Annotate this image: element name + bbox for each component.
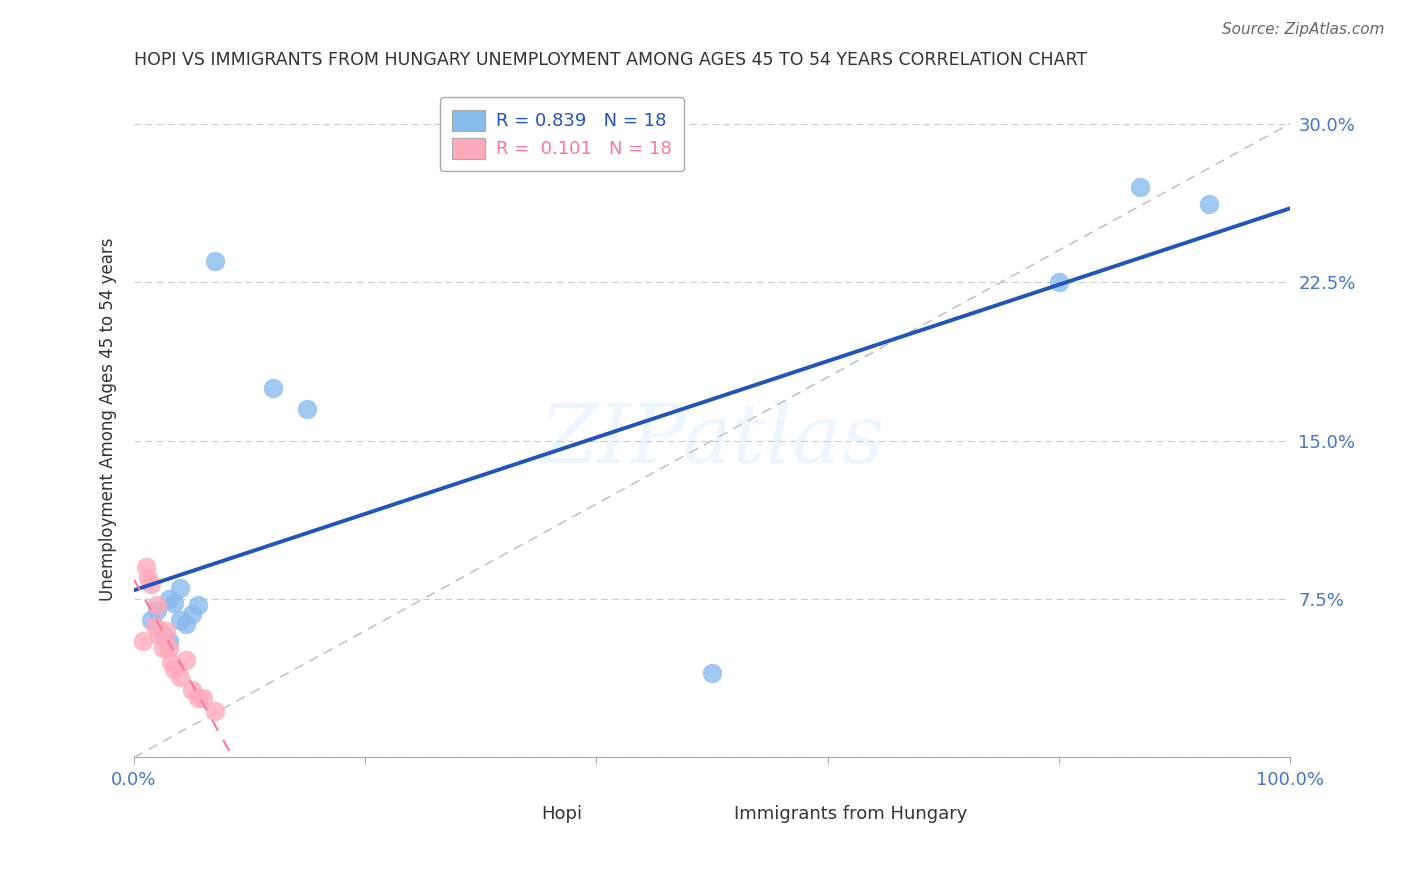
Point [132, 634, 155, 648]
Point [204, 704, 226, 718]
Point [160, 656, 183, 670]
Point [146, 599, 169, 613]
Point [135, 560, 157, 574]
Text: Hopi: Hopi [541, 805, 582, 822]
Point [204, 254, 226, 268]
Point [163, 596, 186, 610]
Point [155, 624, 177, 638]
Point [152, 628, 174, 642]
Point [163, 662, 186, 676]
Point [143, 619, 166, 633]
Text: ZIPatlas: ZIPatlas [540, 400, 884, 480]
Point [174, 653, 197, 667]
Point [700, 665, 723, 680]
Text: Immigrants from Hungary: Immigrants from Hungary [734, 805, 967, 822]
Point [1198, 197, 1220, 211]
Point [1047, 275, 1070, 289]
Point [187, 599, 209, 613]
Legend: R = 0.839   N = 18, R =  0.101   N = 18: R = 0.839 N = 18, R = 0.101 N = 18 [440, 97, 683, 171]
Point [148, 628, 170, 642]
Text: HOPI VS IMMIGRANTS FROM HUNGARY UNEMPLOYMENT AMONG AGES 45 TO 54 YEARS CORRELATI: HOPI VS IMMIGRANTS FROM HUNGARY UNEMPLOY… [134, 51, 1087, 69]
Point [297, 401, 319, 416]
Point [141, 577, 163, 591]
Point [169, 670, 191, 684]
Point [1129, 180, 1152, 194]
Point [193, 691, 215, 706]
Y-axis label: Unemployment Among Ages 45 to 54 years: Unemployment Among Ages 45 to 54 years [100, 237, 117, 601]
Point [146, 602, 169, 616]
Point [180, 682, 202, 697]
Point [262, 381, 284, 395]
Text: Source: ZipAtlas.com: Source: ZipAtlas.com [1222, 22, 1385, 37]
Point [152, 640, 174, 655]
Point [157, 591, 180, 606]
Point [169, 582, 191, 596]
Point [169, 613, 191, 627]
Point [174, 617, 197, 632]
Point [136, 571, 159, 585]
Point [180, 607, 202, 621]
Point [157, 634, 180, 648]
Point [141, 613, 163, 627]
Point [187, 691, 209, 706]
Point [157, 640, 180, 655]
